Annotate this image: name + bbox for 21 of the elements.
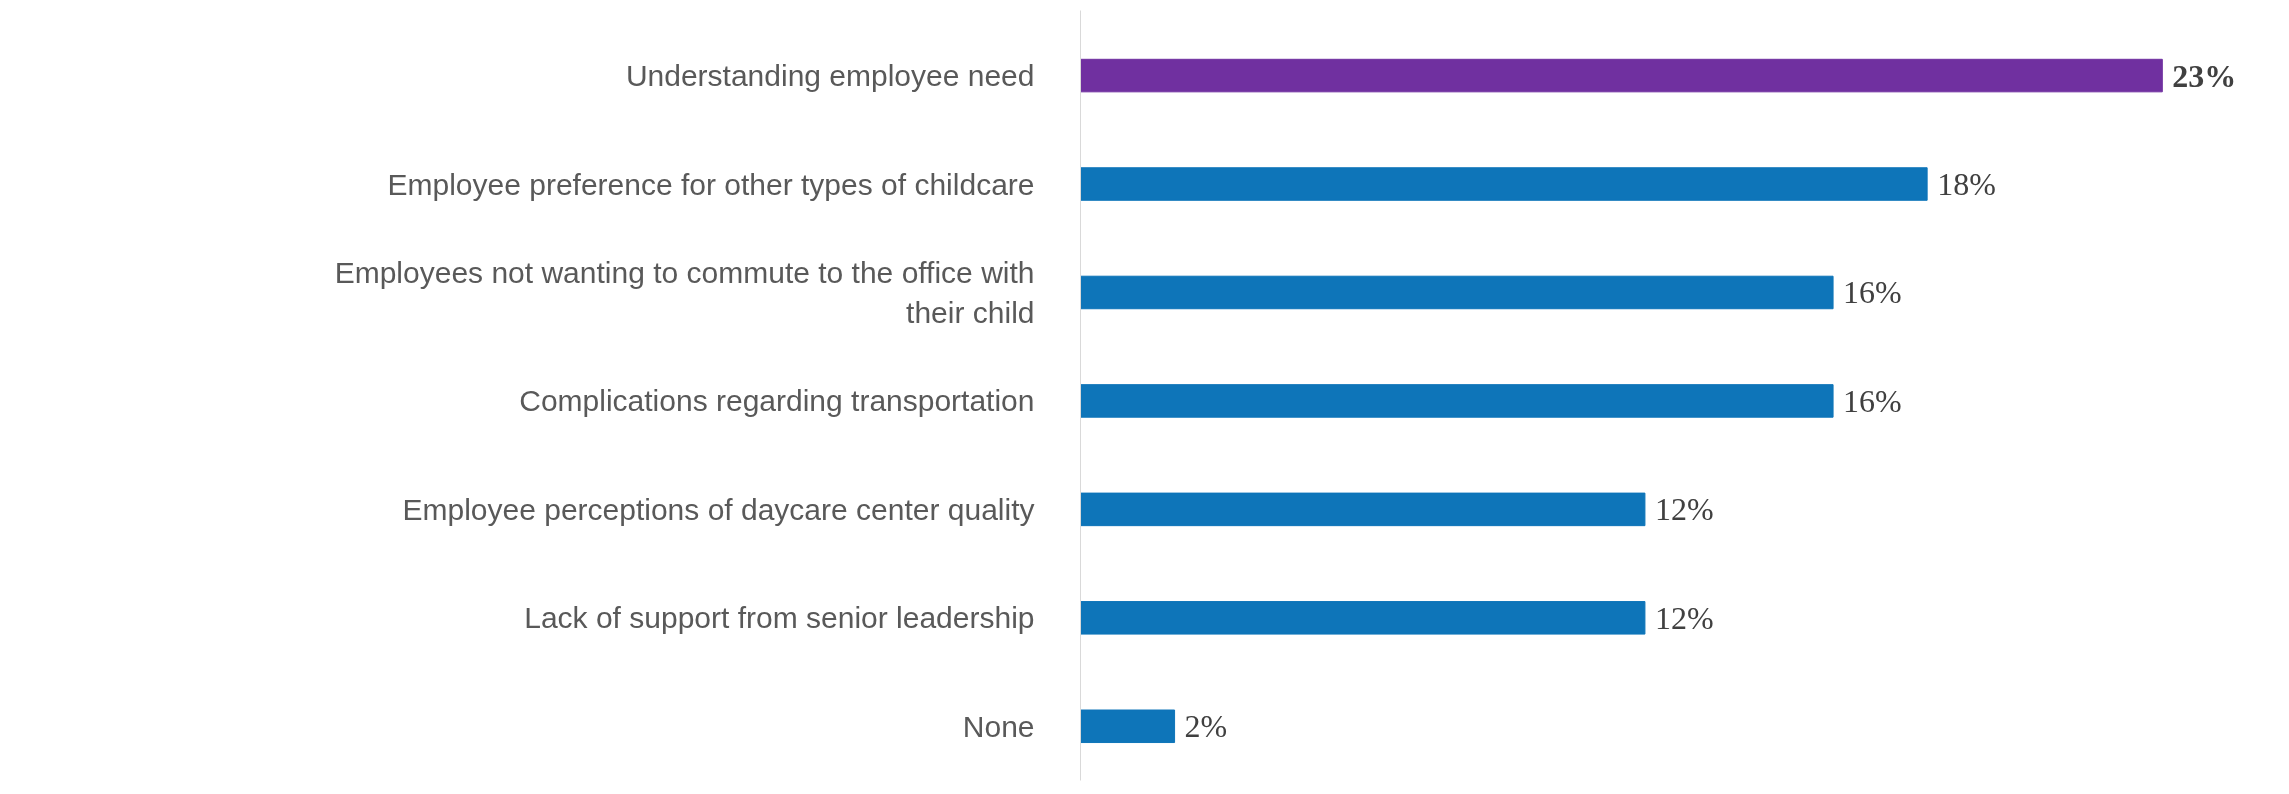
data-label: 23%	[2172, 57, 2237, 94]
data-label: 2%	[1184, 708, 1228, 745]
y-tick-label: Complications regarding transportation	[519, 384, 1035, 418]
bar	[1080, 167, 1928, 201]
y-tick-label: None	[962, 709, 1035, 743]
bar	[1080, 601, 1646, 635]
data-label: 18%	[1937, 166, 1996, 203]
y-tick-label: Lack of support from senior leadership	[524, 601, 1035, 635]
y-tick-label: Employees not wanting to commute to the office with their child	[334, 256, 1035, 329]
data-label: 12%	[1654, 491, 1714, 528]
bar	[1080, 275, 1834, 310]
bar	[1080, 709, 1176, 744]
y-tick-label: Employee preference for other types of childcare	[387, 167, 1035, 201]
bar	[1080, 58, 2163, 93]
data-label: 16%	[1843, 274, 1902, 311]
data-label: 16%	[1843, 382, 1902, 419]
y-tick-label: Understanding employee need	[625, 59, 1035, 93]
bar	[1080, 384, 1834, 418]
y-tick-label: Employee perceptions of daycare center quality	[402, 492, 1035, 526]
bar	[1080, 492, 1646, 527]
data-label: 12%	[1654, 599, 1714, 636]
